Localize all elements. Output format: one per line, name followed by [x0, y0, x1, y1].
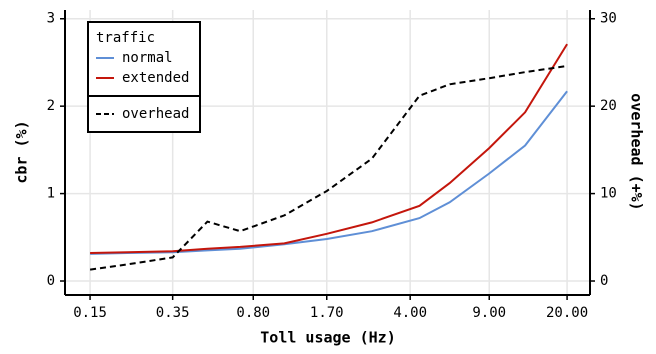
series-line	[89, 65, 568, 271]
legend-label: overhead	[122, 106, 189, 122]
legend-label: extended	[122, 70, 189, 86]
y2-tick-label: 20	[600, 98, 617, 114]
series-line	[90, 43, 568, 254]
x-tick-label: 20.00	[546, 305, 588, 321]
y-tick-label: 1	[47, 186, 55, 202]
legend-label: normal	[122, 50, 173, 66]
x-tick-label: 4.00	[393, 305, 427, 321]
x-tick-label: 9.00	[472, 305, 506, 321]
x-tick-label: 1.70	[310, 305, 344, 321]
y-tick-label: 2	[47, 98, 55, 114]
legend-title: traffic	[96, 30, 155, 46]
y-tick-label: 0	[47, 273, 55, 289]
x-tick-label: 0.35	[156, 305, 190, 321]
y2-tick-label: 30	[600, 11, 617, 27]
y2-tick-label: 0	[600, 273, 608, 289]
x-axis-title: Toll usage (Hz)	[260, 329, 395, 347]
x-tick-label: 0.15	[73, 305, 107, 321]
y-axis-title: cbr (%)	[13, 120, 31, 183]
x-tick-label: 0.80	[236, 305, 270, 321]
y-tick-label: 3	[47, 11, 55, 27]
y2-tick-label: 10	[600, 186, 617, 202]
y2-axis-title: overhead (+%)	[628, 93, 646, 210]
